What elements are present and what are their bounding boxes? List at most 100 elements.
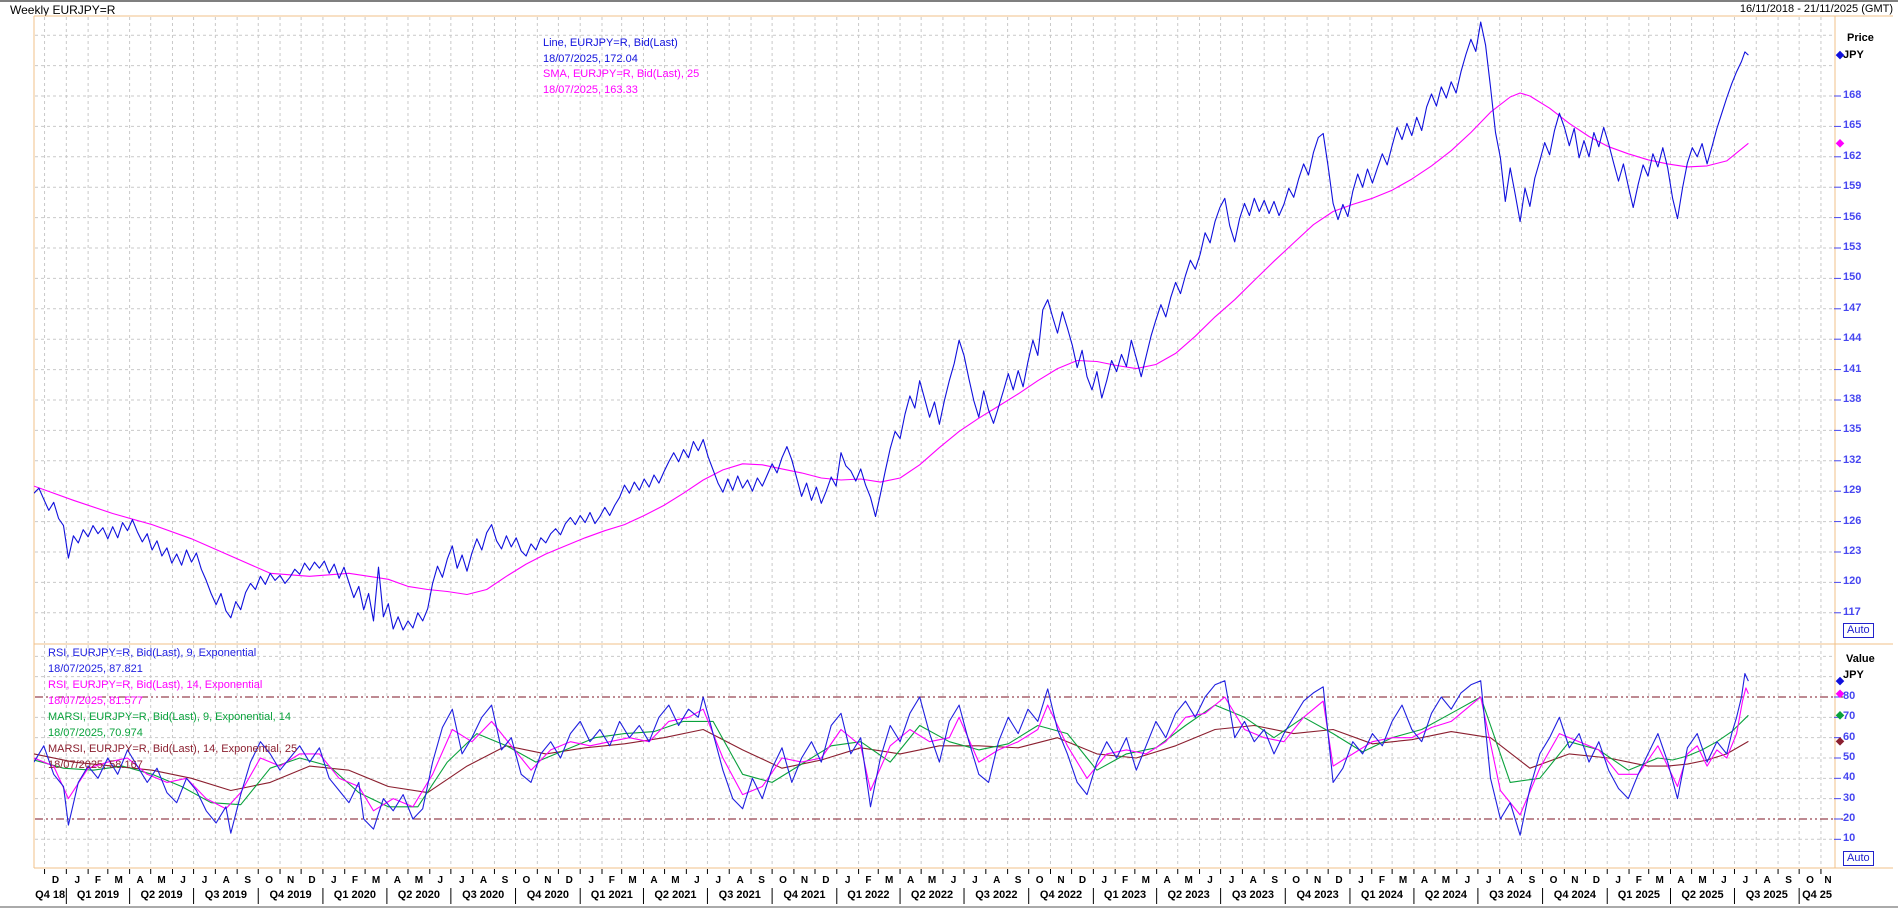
price-tick-label: 153: [1843, 240, 1862, 253]
value-marker-diamond: [1835, 689, 1845, 699]
quarter-label: Q2 2022: [910, 889, 954, 901]
value-tick-label: 20: [1843, 811, 1856, 824]
month-label: M: [884, 875, 894, 886]
price-line-series: [34, 21, 1749, 631]
value-marker-diamond: [1835, 737, 1845, 746]
quarter-label: Q2 2023: [1167, 889, 1210, 901]
indicator-legend-row: 18/07/2025, 70.974: [48, 727, 143, 739]
month-label: A: [136, 875, 144, 886]
month-label: J: [1464, 875, 1471, 886]
month-label: A: [1249, 875, 1257, 886]
month-label: A: [222, 875, 230, 886]
month-label: F: [94, 875, 102, 886]
quarter-label: Q1 2020: [333, 889, 376, 901]
month-label: A: [736, 875, 744, 886]
month-label: S: [244, 875, 252, 886]
month-label: F: [1378, 875, 1385, 886]
quarter-label: Q1 2021: [590, 889, 633, 901]
main-legend-row: 18/07/2025, 163.33: [543, 83, 638, 96]
value-marker-diamond: [1835, 711, 1845, 720]
date-range: 16/11/2018 - 21/11/2025 (GMT): [1739, 3, 1893, 15]
quarter-label: Q1 2024: [1360, 889, 1404, 901]
month-label: S: [501, 875, 509, 886]
indicator-legend-row: 18/07/2025, 58.167: [48, 759, 143, 771]
indicator-legend-row: MARSI, EURJPY=R, Bid(Last), 9, Exponenti…: [48, 711, 292, 723]
window-bottom-edge: [0, 906, 1898, 908]
quarter-label: Q1 2022: [847, 889, 890, 901]
month-label: N: [1824, 875, 1832, 886]
value-tick-label: 50: [1843, 750, 1856, 763]
price-tick-label: 168: [1843, 89, 1862, 101]
month-label: J: [588, 875, 594, 886]
month-label: J: [1742, 875, 1749, 886]
month-label: N: [800, 875, 809, 886]
indicator-plot-area[interactable]: [34, 644, 1835, 868]
indicator-legend-row: MARSI, EURJPY=R, Bid(Last), 14, Exponent…: [48, 743, 298, 755]
indicator-legend-row: 18/07/2025, 87.821: [48, 663, 143, 675]
quarter-label: Q3 2024: [1489, 889, 1532, 901]
sma-line-series: [34, 92, 1749, 596]
quarter-label: Q3 2022: [975, 889, 1018, 901]
price-axis-auto-button[interactable]: Auto: [1843, 623, 1874, 638]
month-label: F: [1121, 875, 1129, 886]
quarter-label: Q2 2019: [140, 889, 183, 901]
quarter-label: Q4 2019: [269, 889, 312, 901]
indicator-legend-row: RSI, EURJPY=R, Bid(Last), 9, Exponential: [48, 647, 257, 659]
month-label: M: [1141, 875, 1150, 886]
month-label: A: [650, 875, 658, 886]
price-marker-diamond: [1835, 139, 1845, 148]
price-tick-label: 126: [1843, 514, 1862, 527]
month-label: S: [1014, 875, 1022, 886]
month-label: F: [608, 875, 615, 886]
month-label: A: [993, 875, 1001, 886]
month-label: J: [437, 875, 444, 886]
quarter-label: Q3 2019: [204, 889, 247, 901]
price-tick-label: 135: [1843, 423, 1862, 436]
quarter-label: Q4 2022: [1039, 889, 1083, 901]
month-label: J: [1101, 875, 1108, 886]
quarter-label: Q4 18: [35, 889, 66, 901]
month-label: J: [972, 875, 978, 886]
price-tick-label: 129: [1843, 484, 1862, 497]
month-label: M: [114, 875, 123, 886]
value-tick-label: 30: [1843, 791, 1856, 804]
month-label: M: [1655, 875, 1664, 886]
price-tick-label: 132: [1843, 453, 1862, 466]
value-tick-label: 70: [1843, 710, 1856, 723]
month-label: N: [286, 875, 295, 886]
month-label: O: [522, 875, 531, 886]
month-label: O: [779, 875, 787, 886]
price-tick-label: 144: [1843, 332, 1862, 345]
month-label: A: [1163, 875, 1171, 886]
price-plot-area[interactable]: [34, 16, 1835, 644]
quarter-label: Q3 2020: [462, 889, 505, 901]
value-axis-auto-button[interactable]: Auto: [1843, 851, 1874, 866]
quarter-label: Q2 2021: [654, 889, 697, 901]
value-tick-label: 60: [1843, 730, 1856, 743]
month-label: D: [51, 875, 60, 886]
month-label: J: [950, 875, 957, 886]
month-label: D: [822, 875, 830, 886]
month-label: F: [351, 875, 358, 886]
month-label: S: [1785, 875, 1792, 886]
quarter-label: Q3 2021: [718, 889, 761, 901]
month-label: M: [628, 875, 637, 886]
month-label: N: [544, 875, 552, 886]
price-tick-label: 159: [1843, 180, 1862, 193]
quarter-label: Q2 2025: [1681, 889, 1724, 901]
month-label: F: [1635, 875, 1642, 886]
month-label: J: [844, 875, 851, 886]
month-label: M: [1441, 875, 1451, 886]
month-label: M: [1184, 875, 1193, 886]
month-label: J: [694, 875, 700, 886]
price-tick-label: 150: [1843, 271, 1862, 284]
month-label: M: [157, 875, 166, 886]
month-label: J: [715, 875, 722, 886]
month-label: J: [74, 875, 80, 886]
quarter-label: Q1 2023: [1103, 889, 1147, 901]
indicator-legend-row: 18/07/2025, 81.577: [48, 695, 143, 707]
main-legend-row: 18/07/2025, 172.04: [543, 52, 638, 65]
month-label: A: [1506, 875, 1515, 886]
month-label: M: [414, 875, 424, 886]
